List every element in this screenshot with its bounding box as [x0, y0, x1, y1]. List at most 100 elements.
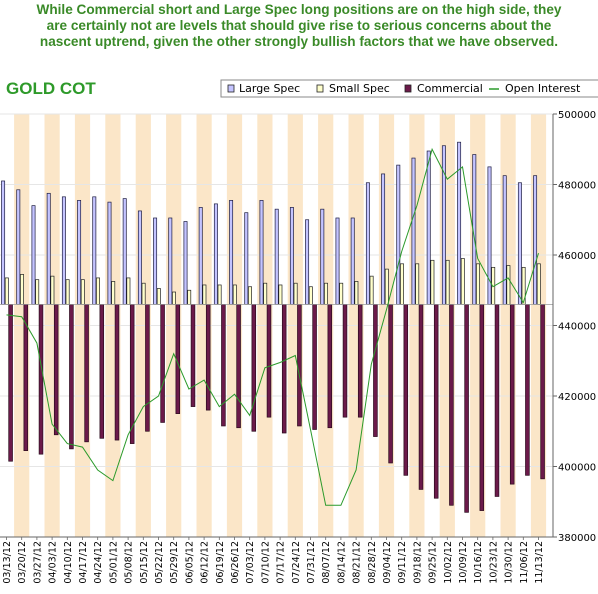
x-tick-label: 07/17/12 [276, 541, 287, 584]
bar-commercial [464, 304, 469, 513]
bar-commercial [190, 304, 196, 407]
bar-large-spec [305, 219, 310, 305]
bar-large-spec [213, 203, 218, 305]
bar-commercial [297, 304, 302, 427]
bar-small-spec [156, 288, 161, 305]
caption-line-2: are certainly not are levels that should… [46, 18, 552, 33]
bar-small-spec [35, 279, 40, 305]
x-tick-label: 07/24/12 [291, 541, 302, 584]
bar-large-spec [46, 192, 51, 305]
bar-small-spec [476, 263, 480, 305]
bar-large-spec [274, 208, 279, 305]
bar-large-spec [61, 196, 66, 305]
legend-swatch-commercial [404, 84, 412, 93]
x-tick-label: 03/20/12 [17, 541, 28, 584]
bar-commercial [494, 304, 500, 497]
x-tick-label: 04/03/12 [48, 541, 59, 584]
bar-small-spec [400, 263, 404, 305]
bar-commercial [8, 304, 13, 462]
bar-commercial [418, 304, 424, 490]
bar-large-spec [198, 207, 203, 305]
bar-commercial [312, 304, 317, 430]
y-tick-label: 380000 [558, 533, 596, 544]
x-tick-label: 08/28/12 [367, 541, 378, 584]
bar-commercial [479, 304, 485, 511]
chart-title: GOLD COT [6, 79, 96, 98]
y-tick-label: 420000 [558, 392, 596, 403]
bar-small-spec [20, 274, 24, 305]
bar-small-spec [50, 275, 55, 305]
bar-large-spec [517, 182, 522, 305]
bar-large-spec [137, 210, 142, 305]
bar-small-spec [248, 286, 252, 305]
x-tick-label: 07/10/12 [260, 541, 271, 584]
bar-small-spec [111, 281, 116, 305]
legend-label-open-interest: Open Interest [505, 82, 581, 95]
bar-large-spec [411, 157, 416, 305]
x-tick-label: 03/27/12 [32, 541, 43, 584]
bar-large-spec [426, 150, 431, 305]
bar-commercial [205, 304, 211, 411]
bar-commercial [327, 304, 333, 429]
bar-small-spec [187, 289, 192, 305]
bar-large-spec [16, 189, 21, 305]
x-tick-label: 05/15/12 [139, 541, 150, 584]
x-tick-label: 11/13/12 [534, 541, 545, 584]
legend-label-commercial: Commercial [417, 82, 483, 95]
legend-swatch-small-spec [316, 84, 324, 93]
bar-small-spec [126, 277, 131, 305]
legend-label-small-spec: Small Spec [329, 82, 390, 95]
bar-commercial [160, 304, 165, 423]
bar-commercial [236, 304, 241, 429]
bar-commercial [84, 304, 89, 443]
x-tick-label: 08/07/12 [321, 541, 332, 584]
bar-commercial [53, 304, 59, 436]
bar-small-spec [430, 259, 435, 305]
bar-commercial [357, 304, 363, 418]
x-tick-label: 06/26/12 [230, 541, 241, 584]
y-tick-label: 460000 [558, 251, 596, 262]
x-tick-label: 10/09/12 [458, 541, 469, 584]
bar-large-spec [107, 201, 112, 305]
bar-small-spec [172, 291, 176, 305]
open-interest-line [6, 147, 539, 506]
bar-large-spec [229, 200, 234, 305]
x-tick-label: 07/03/12 [245, 541, 256, 584]
legend-item-large-spec: Large Spec [227, 82, 300, 95]
bar-commercial [342, 304, 348, 418]
bar-large-spec [320, 208, 325, 305]
bar-small-spec [324, 282, 328, 305]
bar-large-spec [92, 196, 97, 305]
bar-commercial [114, 304, 120, 441]
x-tick-label: 06/05/12 [184, 541, 195, 584]
bar-small-spec [65, 279, 70, 305]
bar-commercial [449, 304, 454, 506]
bar-commercial [38, 304, 44, 455]
x-tick-label: 10/02/12 [443, 541, 454, 584]
bar-small-spec [339, 282, 344, 305]
caption-line-1: While Commercial short and Large Spec lo… [36, 2, 562, 17]
x-axis: 03/13/12 03/20/12 03/27/12 04/03/12 04/10/12… [2, 537, 545, 584]
bar-large-spec [533, 175, 538, 305]
bar-commercial [266, 304, 272, 418]
bar-commercial [99, 304, 105, 439]
bar-small-spec [354, 281, 359, 305]
bar-commercial [403, 304, 409, 476]
bar-large-spec [289, 207, 294, 305]
y-tick-label: 500000 [558, 110, 596, 121]
bar-large-spec [259, 200, 264, 305]
y-tick-label: 440000 [558, 322, 596, 333]
bar-small-spec [293, 282, 298, 305]
legend-item-open-interest: Open Interest [489, 82, 581, 95]
bar-small-spec [278, 284, 283, 305]
bar-small-spec [308, 286, 313, 305]
bar-large-spec [457, 141, 462, 305]
bar-large-spec [350, 217, 355, 305]
bar-small-spec [96, 277, 100, 305]
bar-small-spec [415, 263, 420, 305]
bar-large-spec [153, 217, 158, 305]
legend-swatch-large-spec [227, 84, 235, 93]
caption-line-3: nascent uptrend, given the other strongl… [39, 34, 559, 49]
bar-small-spec [536, 263, 541, 305]
